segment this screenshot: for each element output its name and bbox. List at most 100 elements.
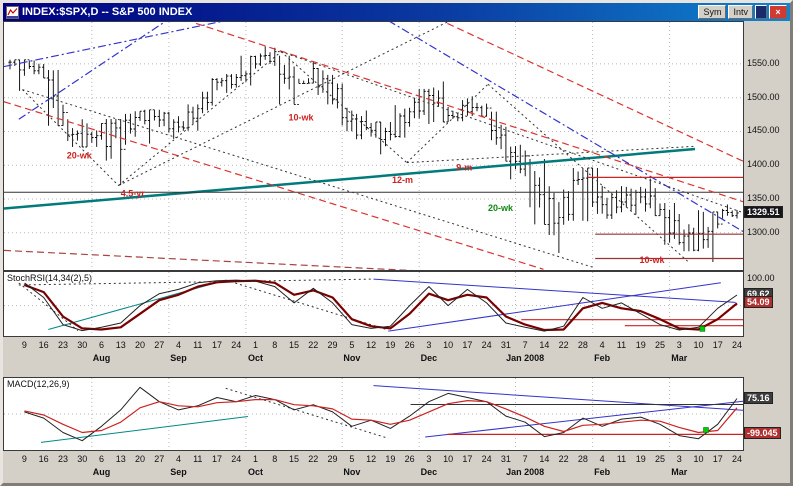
indicator-series-signal [24,279,738,332]
date-tick: 17 [712,340,723,350]
date-tick: 4 [175,340,182,350]
stochrsi-canvas[interactable] [4,272,743,336]
date-tick: 24 [731,340,743,350]
stochrsi-plot[interactable]: StochRSI(14,34(2),5) [3,271,744,337]
trendline[interactable] [18,278,374,286]
price-axis-label: 1550.00 [747,57,780,68]
price-chart-plot[interactable]: 10-wk 20-wk 4.5-yr 12-m 9-m 20-wk 10-wk [3,21,744,271]
date-tick: 19 [385,454,396,464]
trendline[interactable] [4,22,226,68]
date-tick: 24 [481,340,492,350]
month-label: Nov [343,467,361,477]
trendline[interactable] [4,101,544,270]
stochrsi-axis-label: 100.00 [747,272,775,283]
date-tick: 26 [404,454,415,464]
trendline[interactable] [373,278,736,303]
window-title: INDEX:$SPX,D -- S&P 500 INDEX [22,6,193,18]
close-button[interactable]: × [769,5,787,19]
macd-plot[interactable]: MACD(12,26,9) [3,377,744,451]
symbol-button[interactable]: Sym [698,5,727,19]
trendline[interactable] [22,89,119,186]
last-value-badge: 1329.51 [744,205,783,218]
price-bars [8,46,739,262]
date-tick: 17 [462,340,473,350]
trendline[interactable] [388,22,743,233]
date-tick: 17 [712,454,723,464]
date-tick: 25 [654,454,665,464]
trendline[interactable] [447,22,743,162]
date-tick: 4 [599,340,605,350]
date-tick: 27 [154,340,165,350]
date-tick: 3 [426,340,432,350]
trendline[interactable] [280,51,408,163]
date-tick: 10 [693,454,704,464]
date-tick: 27 [154,454,165,464]
date-tick: 4 [175,454,182,464]
date-tick: 3 [426,454,432,464]
chart-annotation-label: 20-wk [488,203,514,213]
minimize-button[interactable] [755,5,767,19]
chart-annotation-label: 20-wk [67,151,93,161]
chart-stack: 10-wk 20-wk 4.5-yr 12-m 9-m 20-wk 10-wk 1550.0… [3,21,790,483]
date-tick: 12 [366,454,377,464]
date-tick: 10 [443,454,454,464]
date-tick: 29 [327,340,338,350]
date-tick: 16 [38,454,49,464]
interval-button[interactable]: Intv [728,5,753,19]
trendline[interactable] [40,416,248,443]
titlebar[interactable]: INDEX:$SPX,D -- S&P 500 INDEX Sym Intv × [3,3,790,21]
trendline[interactable] [280,51,743,214]
date-tick: 6 [98,340,104,350]
trendline[interactable] [4,147,696,210]
date-tick: 30 [77,454,88,464]
month-label: Nov [343,353,361,363]
price-axis: 1550.00 1500.00 1450.00 1400.00 1350.00 1300.… [744,21,790,271]
month-label: Dec [420,353,438,363]
month-label: Jan 2008 [506,467,545,477]
date-tick: 17 [212,340,223,350]
chart-glyph-icon [7,6,18,18]
date-axis-lower: 9 16 23 30 6 13 20 27 4 11 17 24 1 8 15 22 29 5 12 19 26 3 10 1… [3,451,790,483]
trendline[interactable] [48,279,226,330]
date-tick: 8 [272,454,278,464]
trendline[interactable] [118,22,448,186]
trendline[interactable] [18,22,167,120]
date-tick: 14 [539,340,550,350]
trendline[interactable] [406,145,696,164]
date-tick: 11 [616,454,627,464]
date-tick: 11 [193,454,203,464]
date-tick: 15 [289,454,300,464]
price-axis-label: 1400.00 [747,159,780,170]
trendline[interactable] [225,387,389,439]
month-label: Feb [594,467,611,477]
date-tick: 7 [522,454,528,464]
trendline[interactable] [118,51,282,186]
chart-annotation-label: 10-wk [289,113,315,123]
app-icon[interactable] [6,5,19,19]
date-tick: 16 [38,340,49,350]
macd-canvas[interactable] [4,378,743,450]
date-tick: 24 [731,454,743,464]
date-tick: 11 [193,340,203,350]
trendline[interactable] [195,22,743,203]
price-axis-label: 1450.00 [747,125,780,136]
price-chart-canvas[interactable]: 10-wk 20-wk 4.5-yr 12-m 9-m 20-wk 10-wk [4,22,743,270]
date-tick: 28 [577,340,588,350]
date-tick: 14 [539,454,550,464]
chart-annotation-label: 4.5-yr [121,188,146,198]
signal-marker [703,427,709,433]
date-tick: 1 [253,454,259,464]
date-tick: 6 [98,454,104,464]
date-tick: 8 [272,340,278,350]
stochrsi-axis: 100.00 69.62 54.09 [744,271,790,337]
trendline[interactable] [388,282,721,332]
trendline[interactable] [406,83,489,163]
trendline[interactable] [4,249,743,270]
last-value-badge: 75.16 [744,391,773,404]
month-label: Sep [170,353,187,363]
date-tick: 4 [599,454,605,464]
date-tick: 7 [522,340,528,350]
trendline[interactable] [373,385,744,411]
stochrsi-label: StochRSI(14,34(2),5) [7,273,93,283]
month-label: Mar [671,353,688,363]
